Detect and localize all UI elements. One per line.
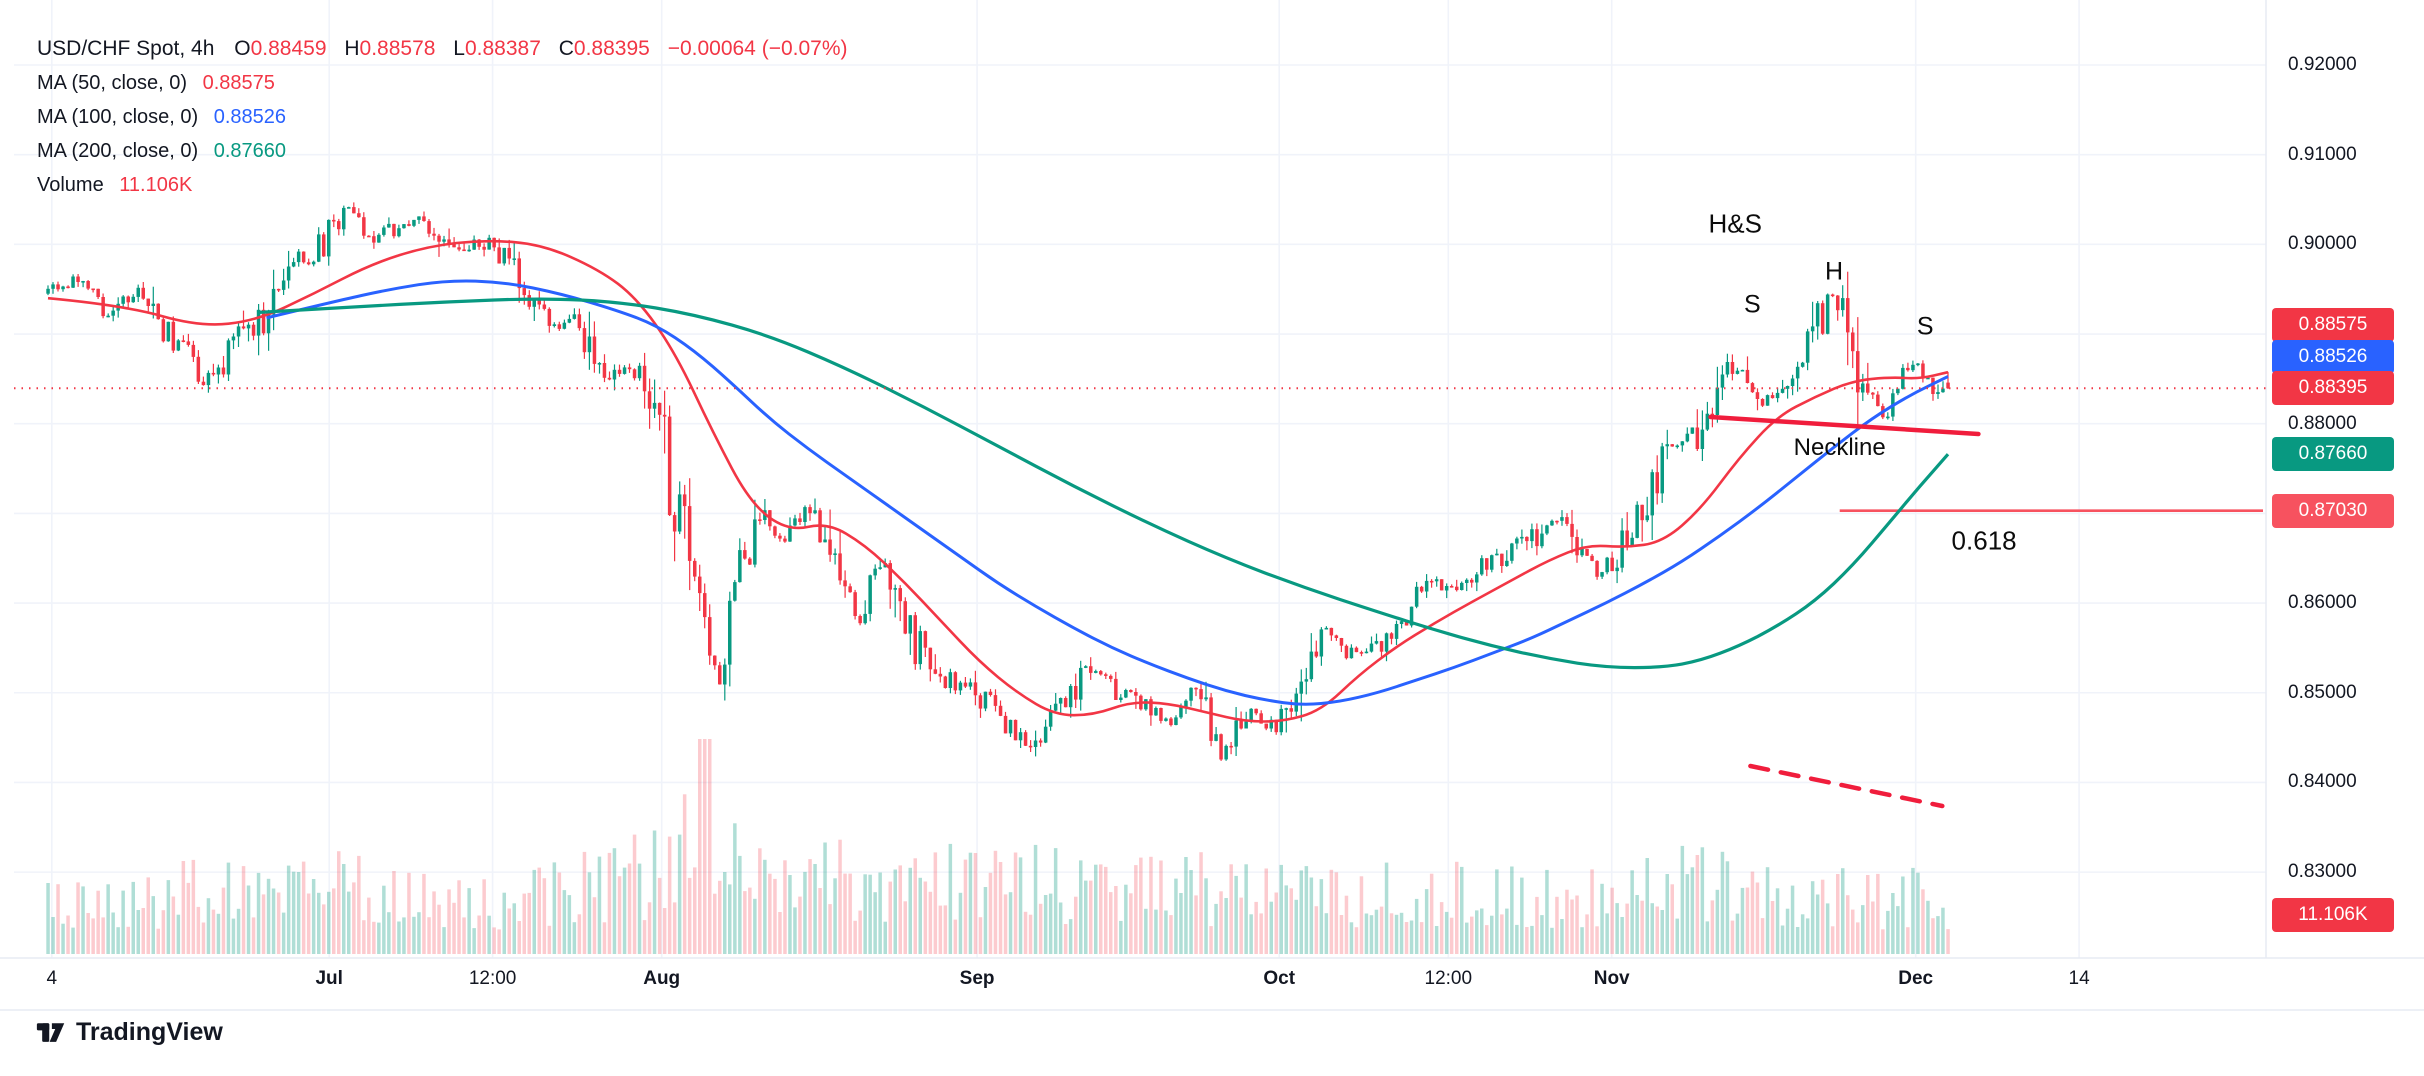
fib-price-badge: 0.87030 (2272, 493, 2394, 528)
time-tick-label: Dec (1898, 968, 1934, 989)
time-tick-label: 12:00 (468, 968, 517, 989)
ma200-value: 0.87660 (213, 140, 287, 162)
symbol-row[interactable]: USD/CHF Spot, 4h O0.88459 H0.88578 L0.88… (37, 32, 848, 66)
close-label: C (558, 37, 574, 60)
ma200-row[interactable]: MA (200, close, 0) 0.87660 (37, 134, 848, 168)
change-value: −0.00064 (−0.07%) (667, 37, 848, 60)
symbol-title: USD/CHF Spot, 4h (37, 37, 215, 60)
ma200-line (256, 297, 1950, 670)
right-shoulder-label[interactable]: S (1916, 312, 1934, 341)
volume-badge: 11.106K (2272, 898, 2394, 932)
ma100-label: MA (100, close, 0) (37, 106, 199, 128)
hs-pattern-label[interactable]: H&S (1708, 208, 1762, 239)
ma200-price-badge: 0.87660 (2272, 437, 2394, 472)
open-label: O (234, 37, 251, 60)
open-value: 0.88459 (250, 37, 327, 60)
time-tick-label: Sep (959, 968, 995, 989)
legend: USD/CHF Spot, 4h O0.88459 H0.88578 L0.88… (37, 32, 848, 202)
last-price-badge: 0.88395 (2272, 371, 2394, 406)
time-tick-label: 12:00 (1424, 968, 1473, 989)
close-value: 0.88395 (573, 37, 650, 60)
head-label[interactable]: H (1824, 257, 1844, 286)
fib-label[interactable]: 0.618 (1951, 525, 2017, 556)
low-value: 0.88387 (464, 37, 541, 60)
ma50-value: 0.88575 (202, 72, 275, 94)
volume-label: Volume (37, 174, 104, 196)
ma200-label: MA (200, close, 0) (37, 140, 199, 162)
neckline-label[interactable]: Neckline (1793, 433, 1886, 461)
time-tick-label: 14 (2068, 968, 2090, 989)
volume-bars (46, 739, 1950, 954)
candlesticks (46, 202, 1950, 761)
time-tick-label: Aug (643, 968, 681, 989)
ma100-row[interactable]: MA (100, close, 0) 0.88526 (37, 100, 848, 134)
price-tick-label: 0.88000 (2288, 412, 2357, 434)
price-tick-label: 0.83000 (2288, 861, 2357, 883)
ma100-line (266, 279, 1949, 706)
high-value: 0.88578 (359, 37, 436, 60)
price-tick-label: 0.92000 (2288, 54, 2357, 75)
time-tick-label: Oct (1263, 968, 1296, 989)
ma50-line (47, 239, 1949, 723)
price-tick-label: 0.90000 (2288, 233, 2357, 255)
price-tick-label: 0.86000 (2288, 592, 2357, 614)
tradingview-logo-icon (36, 1022, 65, 1042)
low-label: L (453, 37, 465, 60)
ma100-price-badge: 0.88526 (2272, 339, 2394, 374)
time-tick-label: 4 (46, 968, 58, 989)
time-tick-label: Nov (1593, 968, 1630, 989)
ma50-price-badge: 0.88575 (2272, 308, 2394, 343)
left-shoulder-label[interactable]: S (1743, 290, 1761, 319)
volume-trendline-drawing[interactable] (1748, 763, 1945, 809)
ma50-row[interactable]: MA (50, close, 0) 0.88575 (37, 66, 848, 100)
ma50-label: MA (50, close, 0) (37, 72, 188, 94)
price-tick-label: 0.91000 (2288, 143, 2357, 165)
price-tick-label: 0.85000 (2288, 681, 2357, 703)
neckline-drawing[interactable] (1708, 414, 1981, 437)
volume-row[interactable]: Volume 11.106K (37, 168, 848, 202)
high-label: H (344, 37, 360, 60)
brand-name: TradingView (76, 1018, 223, 1046)
tradingview-brand[interactable]: TradingView (36, 1018, 223, 1047)
price-tick-label: 0.84000 (2288, 771, 2357, 793)
time-tick-label: Jul (315, 968, 343, 989)
volume-value: 11.106K (119, 174, 193, 196)
ma100-value: 0.88526 (213, 106, 287, 128)
